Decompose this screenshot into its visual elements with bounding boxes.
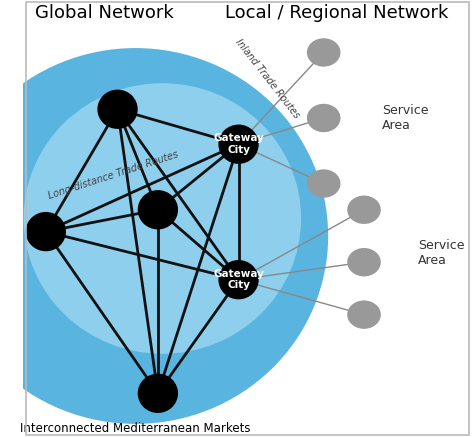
Text: Local / Regional Network: Local / Regional Network [226,4,449,22]
Ellipse shape [307,170,340,198]
Circle shape [24,83,301,354]
Text: Service
Area: Service Area [418,239,465,267]
Circle shape [0,48,328,424]
Ellipse shape [219,260,259,299]
Ellipse shape [307,38,340,66]
Ellipse shape [347,301,381,329]
Text: Inland Trade Routes: Inland Trade Routes [234,37,301,120]
Text: Global Network: Global Network [35,4,173,22]
Ellipse shape [137,190,178,229]
Text: Gateway
City: Gateway City [213,269,264,291]
Text: Service
Area: Service Area [382,104,428,132]
Text: Gateway
City: Gateway City [213,133,264,155]
Ellipse shape [97,90,137,129]
Ellipse shape [26,212,66,251]
Ellipse shape [137,374,178,413]
Text: Long-distance Trade Routes: Long-distance Trade Routes [46,149,180,201]
Ellipse shape [219,125,259,164]
Text: Interconnected Mediterranean Markets: Interconnected Mediterranean Markets [20,422,251,435]
Ellipse shape [347,248,381,276]
Ellipse shape [347,196,381,224]
Ellipse shape [307,104,340,132]
